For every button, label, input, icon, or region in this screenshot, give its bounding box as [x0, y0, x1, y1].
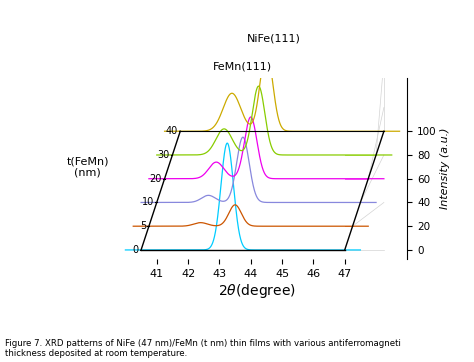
Text: 10: 10 [142, 197, 154, 207]
Text: 5: 5 [140, 221, 146, 231]
Text: FeMn(111): FeMn(111) [213, 62, 272, 72]
Text: NiFe(111): NiFe(111) [247, 33, 301, 43]
Text: 20: 20 [150, 174, 162, 184]
Text: 0: 0 [132, 245, 138, 255]
Y-axis label: Intensity (a.u.): Intensity (a.u.) [439, 128, 449, 209]
X-axis label: $2\theta$(degree): $2\theta$(degree) [218, 282, 296, 300]
Text: 30: 30 [158, 150, 170, 160]
Text: Figure 7. XRD patterns of NiFe (47 nm)/FeMn (t nm) thin films with various antif: Figure 7. XRD patterns of NiFe (47 nm)/F… [5, 339, 401, 358]
Text: 40: 40 [165, 126, 178, 136]
Text: t(FeMn)
(nm): t(FeMn) (nm) [66, 156, 109, 178]
